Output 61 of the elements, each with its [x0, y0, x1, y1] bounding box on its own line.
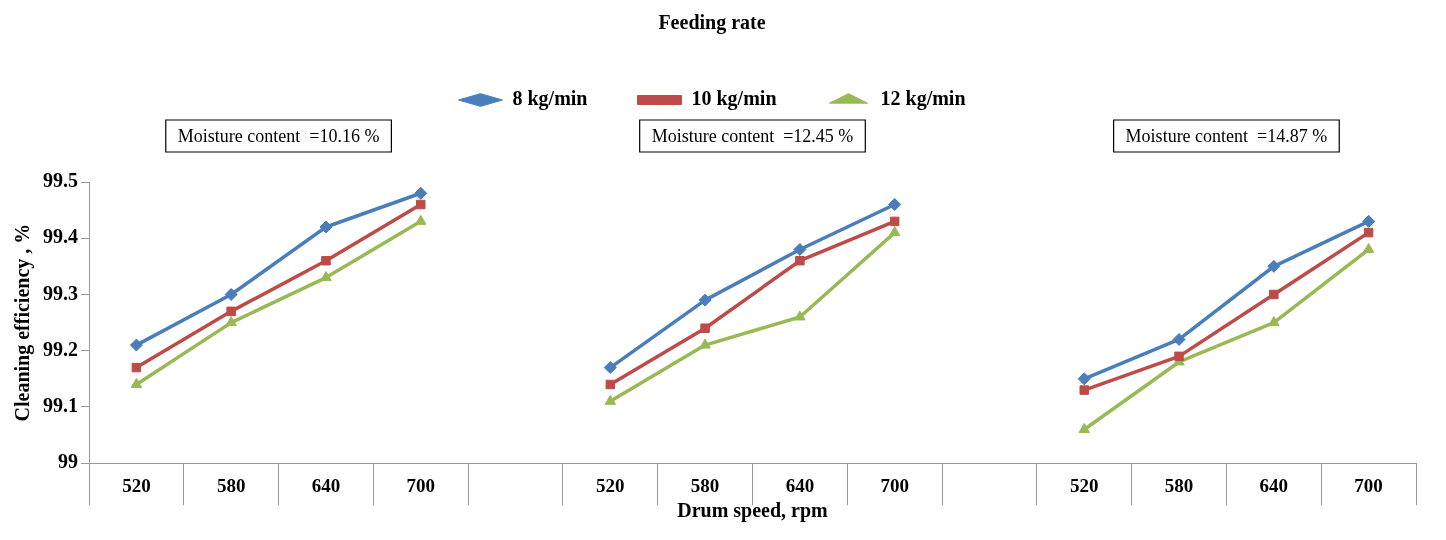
legend-label: 10 kg/min — [691, 87, 777, 111]
point — [1268, 316, 1280, 327]
point — [1172, 332, 1186, 346]
x-tick-label: 640 — [1259, 474, 1289, 496]
point — [319, 220, 333, 234]
point — [1267, 259, 1281, 273]
x-tick-label: 580 — [1164, 474, 1194, 496]
point — [604, 394, 617, 405]
point — [795, 255, 805, 266]
x-tick-label: 520 — [122, 474, 151, 496]
point — [224, 287, 238, 301]
y-axis-title: Cleaning efficiency , % — [11, 223, 35, 422]
point — [889, 216, 900, 227]
point — [129, 338, 143, 352]
x-tick-label: 640 — [311, 474, 341, 496]
point — [603, 361, 617, 375]
text: Moisture content =14.87 % — [1125, 125, 1328, 146]
x-tick-label: 700 — [880, 474, 909, 496]
point — [1362, 214, 1376, 228]
legend-label: 8 kg/min — [512, 87, 588, 111]
point — [700, 323, 710, 333]
point — [699, 338, 711, 349]
x-tick-label: 580 — [690, 474, 720, 496]
point — [1077, 372, 1091, 386]
point — [1079, 385, 1089, 395]
point — [225, 316, 237, 327]
legend-title: Feeding rate — [658, 11, 766, 35]
point — [414, 186, 428, 200]
point — [1174, 351, 1184, 362]
point — [794, 310, 806, 321]
point — [321, 255, 331, 266]
y-tick-label: 99 — [58, 450, 78, 473]
legend-label: 12 kg/min — [880, 87, 966, 111]
text: Moisture content =10.16 % — [177, 125, 380, 146]
y-tick-label: 99.4 — [43, 225, 78, 248]
x-tick-label: 580 — [216, 474, 246, 496]
point — [1362, 242, 1375, 253]
y-tick-label: 99.2 — [43, 337, 78, 360]
text: Moisture content =12.45 % — [651, 125, 854, 146]
x-tick-label: 700 — [406, 474, 435, 496]
x-tick-label: 520 — [1070, 474, 1099, 496]
point — [888, 226, 901, 237]
point — [226, 306, 236, 317]
x-tick-label: 520 — [596, 474, 625, 496]
point — [888, 198, 902, 211]
point — [1269, 289, 1279, 300]
y-tick-label: 99.1 — [43, 394, 78, 417]
point — [415, 214, 427, 225]
point — [130, 377, 143, 388]
y-tick-label: 99.3 — [43, 281, 78, 304]
point — [416, 199, 426, 210]
x-tick-label: 700 — [1354, 474, 1383, 496]
point — [1078, 422, 1090, 433]
x-tick-label: 640 — [785, 474, 815, 496]
point — [793, 242, 807, 256]
y-tick-label: 99.5 — [43, 169, 78, 192]
point — [131, 362, 142, 373]
point — [1363, 227, 1374, 238]
x-axis-title: Drum speed, rpm — [677, 499, 829, 523]
point — [698, 293, 712, 307]
point — [605, 379, 616, 390]
